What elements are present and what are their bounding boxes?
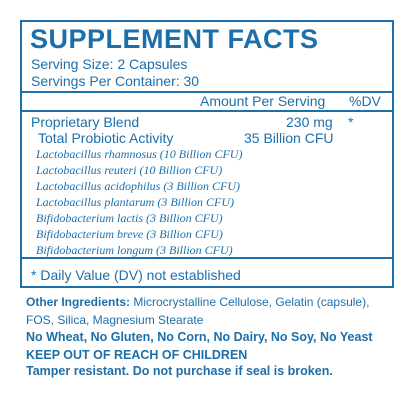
probiotic-activity-label: Total Probiotic Activity [38, 130, 174, 146]
divider-rule [22, 110, 392, 112]
panel-title: SUPPLEMENT FACTS [30, 24, 319, 54]
proprietary-blend-amount: 230 mg [286, 114, 333, 130]
servings-per-container: Servings Per Container: 30 [31, 73, 200, 89]
proprietary-blend-dv: * [348, 114, 354, 130]
proprietary-blend-label: Proprietary Blend [31, 114, 140, 130]
strain-item: Bifidobacterium longum (3 Billion CFU) [36, 243, 233, 257]
strain-item: Bifidobacterium lactis (3 Billion CFU) [36, 211, 223, 225]
divider-rule [22, 257, 392, 259]
probiotic-activity-amount: 35 Billion CFU [244, 130, 334, 146]
allergen-free-statement: No Wheat, No Gluten, No Corn, No Dairy, … [26, 330, 373, 344]
other-ingredients-text: Microcrystalline Cellulose, Gelatin (cap… [26, 295, 370, 327]
strain-item: Lactobacillus acidophilus (3 Billion CFU… [36, 179, 240, 193]
child-warning: KEEP OUT OF REACH OF CHILDREN [26, 348, 248, 362]
strain-item: Bifidobacterium breve (3 Billion CFU) [36, 227, 223, 241]
divider-rule [22, 91, 392, 93]
daily-value-footnote: * Daily Value (DV) not established [31, 267, 241, 283]
other-ingredients-label: Other Ingredients: [26, 295, 131, 309]
daily-value-header: %DV [349, 93, 381, 109]
strain-item: Lactobacillus reuteri (10 Billion CFU) [36, 163, 223, 177]
strain-item: Lactobacillus plantarum (3 Billion CFU) [36, 195, 234, 209]
supplement-facts-panel: SUPPLEMENT FACTS Serving Size: 2 Capsule… [20, 20, 394, 288]
amount-per-serving-header: Amount Per Serving [200, 93, 326, 109]
tamper-warning: Tamper resistant. Do not purchase if sea… [26, 364, 333, 378]
strain-item: Lactobacillus rhamnosus (10 Billion CFU) [36, 147, 243, 161]
other-ingredients: Other Ingredients: Microcrystalline Cell… [26, 293, 396, 329]
serving-size: Serving Size: 2 Capsules [31, 56, 188, 72]
